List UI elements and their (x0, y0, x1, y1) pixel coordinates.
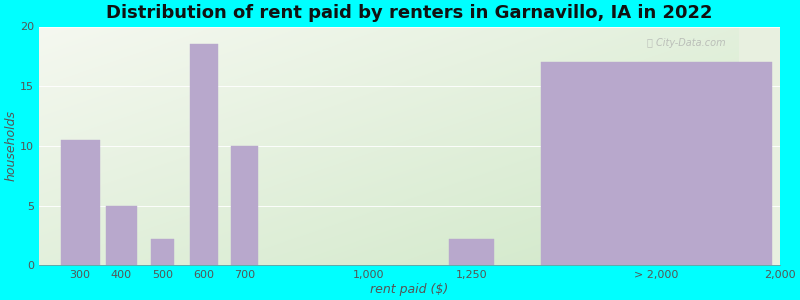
Bar (61, 140, 100, 265)
Bar (231, 146, 258, 265)
Bar (449, 239, 494, 265)
Y-axis label: households: households (4, 110, 17, 181)
Bar (150, 239, 174, 265)
X-axis label: rent paid ($): rent paid ($) (370, 283, 449, 296)
Title: Distribution of rent paid by renters in Garnavillo, IA in 2022: Distribution of rent paid by renters in … (106, 4, 713, 22)
Bar (542, 62, 772, 265)
Text: Ⓣ City-Data.com: Ⓣ City-Data.com (646, 38, 726, 48)
Bar (106, 206, 137, 265)
Bar (190, 44, 218, 265)
